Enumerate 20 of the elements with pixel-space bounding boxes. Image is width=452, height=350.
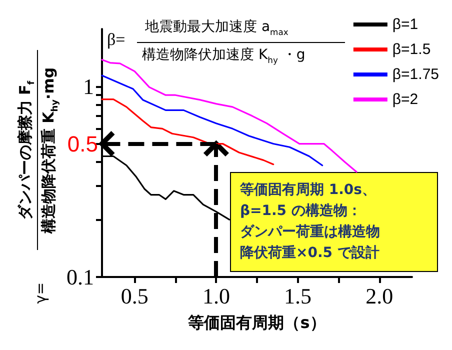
ref-line-label: 0.5 xyxy=(67,131,98,156)
annotation: β=1.5 の構造物： xyxy=(240,202,362,221)
annotation: 降伏荷重×0.5 で設計 xyxy=(240,244,380,263)
x-axis-title: 等価固有周期（s） xyxy=(187,313,327,334)
legend-label: β=2 xyxy=(392,91,418,108)
annotation: ダンパー荷重は構造物 xyxy=(240,223,380,242)
annotation: 構造物降伏加速度 K$_{hy}$ ・g xyxy=(142,46,306,65)
annotation: β= xyxy=(107,30,126,50)
legend-label: β=1.75 xyxy=(392,66,440,83)
legend-label: β=1 xyxy=(392,16,418,33)
legend-label: β=1.5 xyxy=(392,41,431,58)
annotation: 地震動最大加速度 a$_{max}$ xyxy=(145,18,288,37)
text: γ= xyxy=(31,282,50,304)
x-tick-label: 1.0 xyxy=(202,284,230,308)
x-tick-label: 1.5 xyxy=(284,284,312,308)
y-tick-label: 0.1 xyxy=(66,264,94,290)
x-tick-label: 2.0 xyxy=(366,284,394,308)
x-tick-label: 0.5 xyxy=(120,284,148,308)
y-tick-label: 1 xyxy=(83,74,94,99)
annotation: 等価固有周期 1.0s、 xyxy=(240,181,376,200)
